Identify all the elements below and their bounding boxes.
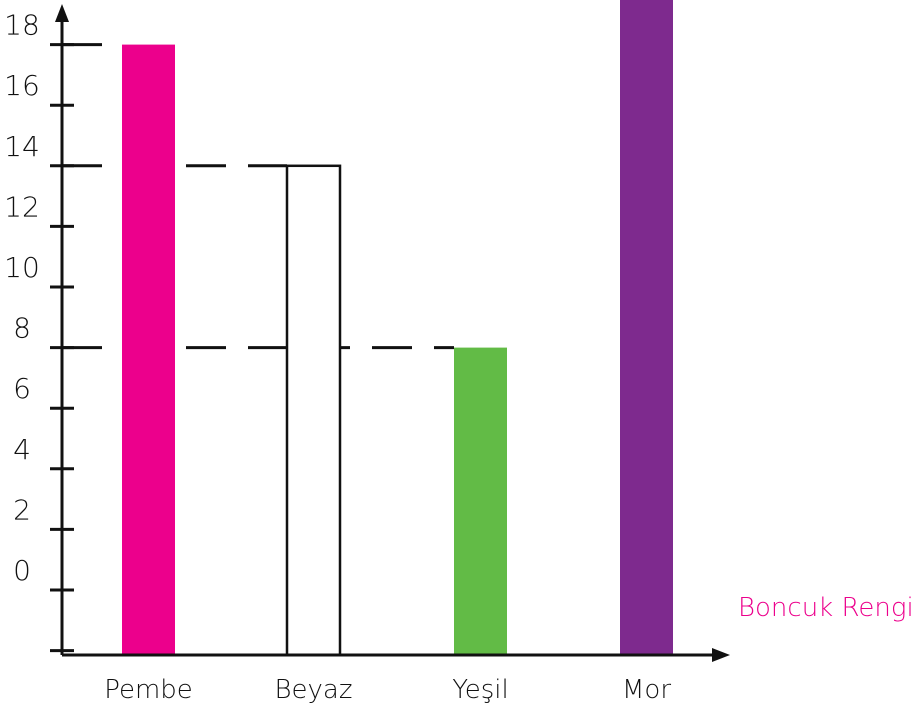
y-tick-label: 8 <box>13 312 31 345</box>
x-category-label: Mor <box>622 675 671 705</box>
y-tick-label: 6 <box>13 372 31 405</box>
y-tick-label: 4 <box>13 433 31 466</box>
bar-mor <box>620 0 673 655</box>
bar-yeşil <box>454 347 507 655</box>
x-axis-title: Boncuk Rengi <box>738 593 914 623</box>
bars <box>122 0 673 657</box>
bar-pembe <box>122 44 175 656</box>
x-axis-arrow-icon <box>712 648 730 662</box>
y-tick-label: 18 <box>4 9 40 42</box>
y-tick-label: 10 <box>4 251 40 284</box>
y-ticks: 02468101214161820 <box>4 9 74 653</box>
y-axis-arrow-icon <box>55 4 69 22</box>
y-tick-label: 16 <box>4 69 40 102</box>
bar-beyaz <box>285 164 342 657</box>
y-tick-label: 0 <box>13 554 31 587</box>
x-category-label: Yeşil <box>452 675 508 705</box>
axes <box>55 4 730 662</box>
y-tick-label: 12 <box>4 190 40 223</box>
x-category-label: Pembe <box>104 675 193 705</box>
y-tick-label: 14 <box>4 130 40 163</box>
x-category-label: Beyaz <box>275 675 353 705</box>
x-category-labels: Pembe Beyaz Yeşil Mor <box>104 675 671 705</box>
y-tick-label: 2 <box>13 493 31 526</box>
